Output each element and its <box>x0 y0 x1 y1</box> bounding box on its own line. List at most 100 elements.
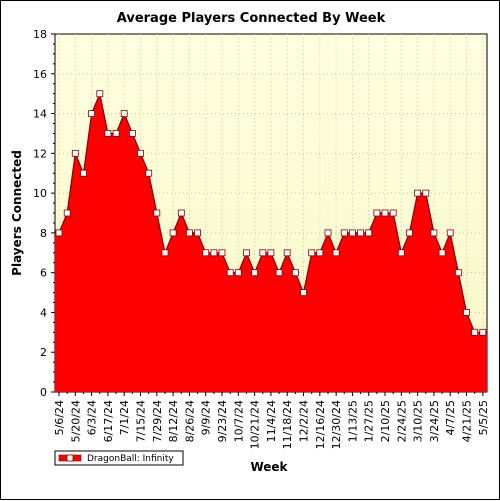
data-point <box>80 169 87 177</box>
data-point <box>357 229 365 237</box>
x-tick-label: 6/17/24 <box>102 400 115 442</box>
data-point <box>365 229 373 237</box>
x-tick-label: 12/16/24 <box>314 400 327 449</box>
data-point <box>177 209 185 217</box>
x-tick-label: 5/6/24 <box>53 400 66 435</box>
data-point <box>63 209 71 217</box>
x-tick-label: 3/10/25 <box>412 400 425 442</box>
x-tick-label: 1/27/25 <box>363 400 376 442</box>
data-point <box>316 249 324 257</box>
y-axis-title: Players Connected <box>10 150 24 276</box>
x-tick-label: 5/20/24 <box>69 400 82 442</box>
y-tick-label: 12 <box>33 147 47 160</box>
data-point <box>169 229 177 237</box>
x-tick-label: 10/21/24 <box>249 400 262 449</box>
y-tick-label: 8 <box>40 227 47 240</box>
data-point <box>128 129 136 137</box>
data-point <box>471 328 479 336</box>
x-tick-label: 11/4/24 <box>265 400 278 442</box>
data-point <box>55 229 63 237</box>
data-point <box>153 209 161 217</box>
y-tick-label: 14 <box>33 108 47 121</box>
data-point <box>300 289 307 297</box>
data-point <box>373 209 381 217</box>
y-tick-label: 2 <box>40 346 47 359</box>
data-point <box>438 249 446 257</box>
x-tick-label: 7/1/24 <box>118 400 131 435</box>
data-point <box>145 169 153 177</box>
data-point <box>210 249 218 257</box>
data-point <box>454 269 462 277</box>
data-point <box>243 249 250 257</box>
y-tick-label: 18 <box>33 28 47 41</box>
data-point <box>71 149 79 157</box>
x-tick-label: 6/3/24 <box>86 400 99 435</box>
data-point <box>226 269 234 277</box>
x-tick-label: 7/29/24 <box>151 400 164 442</box>
data-point <box>194 229 202 237</box>
data-point <box>479 328 487 336</box>
area-fill <box>55 93 487 392</box>
data-point <box>381 209 389 217</box>
y-tick-label: 0 <box>40 386 47 399</box>
x-axis: 5/6/24 5/20/24 6/3/24 6/17/24 7/1/24 7/15/24 7… <box>53 392 490 449</box>
y-axis: 0 2 4 6 8 10 12 14 16 18 <box>33 28 55 399</box>
y-tick-label: 10 <box>33 187 47 200</box>
data-point <box>446 229 454 237</box>
data-point <box>430 229 438 237</box>
data-point <box>259 249 267 257</box>
y-tick-label: 6 <box>40 267 47 280</box>
data-point <box>397 249 405 257</box>
x-tick-label: 12/2/24 <box>298 400 311 442</box>
data-point <box>112 129 120 137</box>
legend: DragonBall: Infinity <box>54 450 184 466</box>
data-point <box>251 269 259 277</box>
data-point <box>275 269 283 277</box>
data-point <box>463 308 470 316</box>
y-tick-label: 4 <box>40 306 47 319</box>
data-point <box>406 229 413 237</box>
x-tick-label: 8/26/24 <box>183 400 196 442</box>
legend-box <box>54 450 184 466</box>
data-point <box>414 189 422 197</box>
data-point <box>291 269 299 277</box>
x-tick-label: 9/23/24 <box>216 400 229 442</box>
x-tick-label: 12/30/24 <box>330 400 343 449</box>
x-axis-title: Week <box>250 460 288 474</box>
data-point <box>202 249 210 257</box>
x-tick-label: 5/5/25 <box>477 400 490 435</box>
data-point <box>88 110 95 117</box>
x-tick-label: 1/13/25 <box>346 400 359 442</box>
x-tick-label: 2/10/25 <box>379 400 392 442</box>
x-tick-label: 4/7/25 <box>444 400 457 435</box>
legend-label: DragonBall: Infinity <box>87 454 174 464</box>
data-point <box>185 229 193 237</box>
x-tick-label: 3/24/25 <box>428 400 441 442</box>
x-tick-label: 10/7/24 <box>232 400 245 442</box>
data-point <box>283 249 291 257</box>
x-tick-label: 7/15/24 <box>135 400 148 442</box>
legend-marker <box>66 454 74 462</box>
data-point <box>234 269 242 277</box>
y-tick-label: 16 <box>33 68 47 81</box>
data-point <box>104 129 112 137</box>
data-point <box>161 249 169 257</box>
chart-title: Average Players Connected By Week <box>117 11 386 26</box>
data-point <box>218 249 226 257</box>
data-point <box>308 249 316 257</box>
data-point <box>389 209 397 217</box>
data-point <box>137 149 144 157</box>
data-point <box>340 229 348 237</box>
data-point <box>120 110 128 117</box>
x-tick-label: 11/18/24 <box>281 400 294 449</box>
data-point <box>422 189 430 197</box>
data-point <box>348 229 356 237</box>
data-point <box>96 90 104 98</box>
series-markers <box>55 90 487 336</box>
x-tick-label: 4/21/25 <box>461 400 474 442</box>
x-tick-label: 2/24/25 <box>395 400 408 442</box>
x-tick-label: 9/9/24 <box>200 400 213 435</box>
x-tick-label: 8/12/24 <box>167 400 180 442</box>
